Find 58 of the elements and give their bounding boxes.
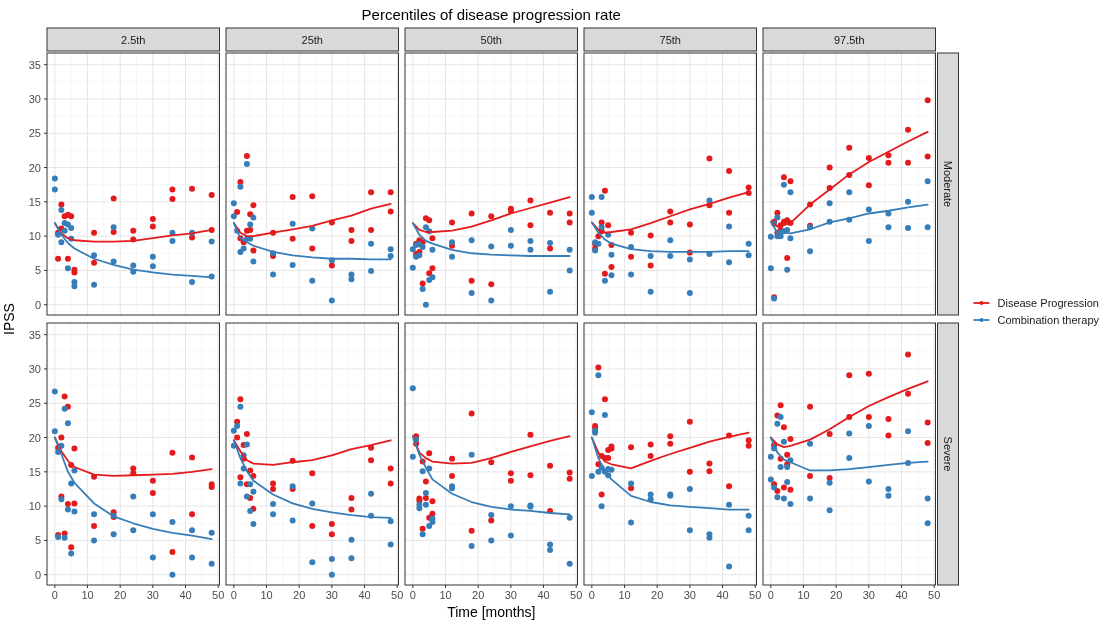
chart-subtitle: 50th	[480, 33, 502, 46]
x-tick-label: 50	[749, 589, 762, 601]
y-tick-label: 35	[28, 328, 41, 341]
x-tick-label: 40	[537, 589, 550, 601]
y-tick-label: 35	[28, 58, 41, 71]
text: Moderate	[942, 160, 954, 208]
y-tick-label: 0	[34, 298, 41, 311]
x-tick-label: 50	[928, 589, 941, 601]
x-tick-label: 20	[830, 589, 843, 601]
chart-subtitle: 25th	[301, 33, 323, 46]
y-tick-label: 0	[34, 568, 41, 581]
x-tick-label: 50	[570, 589, 583, 601]
y-tick-label: 10	[28, 500, 41, 513]
chart-subtitle: 97.5th	[833, 33, 865, 46]
x-tick-label: 20	[651, 589, 664, 601]
x-tick-label: 40	[358, 589, 371, 601]
y-tick-label: 15	[28, 195, 41, 208]
x-tick-label: 20	[293, 589, 306, 601]
chart-subtitle: 2.5th	[121, 33, 146, 46]
x-tick-label: 0	[230, 589, 237, 601]
x-tick-label: 40	[895, 589, 908, 601]
chart-title: Percentiles of disease progression rate	[361, 6, 621, 23]
x-tick-label: 50	[391, 589, 404, 601]
y-tick-label: 25	[28, 397, 41, 410]
x-tick-label: 10	[260, 589, 273, 601]
x-tick-label: 10	[439, 589, 452, 601]
y-tick-label: 30	[28, 92, 41, 105]
x-tick-label: 0	[767, 589, 774, 601]
y-axis-title: IPSS	[1, 303, 17, 335]
x-tick-label: 30	[862, 589, 875, 601]
x-tick-label: 30	[504, 589, 517, 601]
legend-label: Disease Progression	[997, 297, 1099, 309]
legend-label: Combination therapy	[997, 314, 1100, 326]
x-tick-label: 30	[146, 589, 159, 601]
x-tick-label: 10	[797, 589, 810, 601]
x-tick-label: 10	[81, 589, 94, 601]
y-tick-label: 20	[28, 161, 41, 174]
x-tick-label: 20	[472, 589, 485, 601]
text: Severe	[942, 436, 954, 472]
x-tick-label: 50	[212, 589, 225, 601]
chart-subtitle: 75th	[659, 33, 681, 46]
y-tick-label: 10	[28, 230, 41, 243]
y-tick-label: 5	[34, 534, 41, 547]
y-tick-label: 30	[28, 362, 41, 375]
x-tick-label: 30	[325, 589, 338, 601]
x-tick-label: 0	[51, 589, 58, 601]
x-tick-label: 30	[683, 589, 696, 601]
y-tick-label: 25	[28, 127, 41, 140]
x-tick-label: 0	[588, 589, 595, 601]
y-tick-label: 15	[28, 465, 41, 478]
x-axis-title: Time [months]	[447, 604, 536, 620]
x-tick-label: 40	[179, 589, 192, 601]
x-tick-label: 0	[409, 589, 416, 601]
y-tick-label: 5	[34, 264, 41, 277]
x-tick-label: 20	[114, 589, 127, 601]
x-tick-label: 10	[618, 589, 631, 601]
y-tick-label: 20	[28, 431, 41, 444]
x-tick-label: 40	[716, 589, 729, 601]
